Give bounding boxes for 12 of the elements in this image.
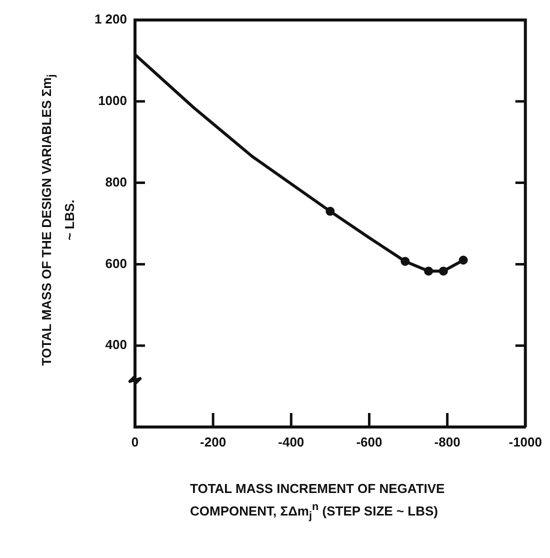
x-tick-label: -1000 <box>508 434 542 450</box>
x-tick-label: -600 <box>356 434 382 450</box>
y-tick-label: 800 <box>105 174 127 190</box>
x-axis-title: TOTAL MASS INCREMENT OF NEGATIVE COMPONENT, ΣΔm$_{j}$$^{n}$ (STEP SIZE ~ LBS) <box>190 480 446 524</box>
x-tick-label: -200 <box>200 434 226 450</box>
x-tick-label: 0 <box>131 434 139 450</box>
y-tick-label: 600 <box>105 256 127 271</box>
x-tick-label: -800 <box>434 434 460 450</box>
x-tick-label: -400 <box>278 434 304 450</box>
y-tick-label: 1000 <box>98 92 127 108</box>
y-tick-label: 1 200 <box>94 12 127 27</box>
y-tick-label: 400 <box>105 337 127 352</box>
